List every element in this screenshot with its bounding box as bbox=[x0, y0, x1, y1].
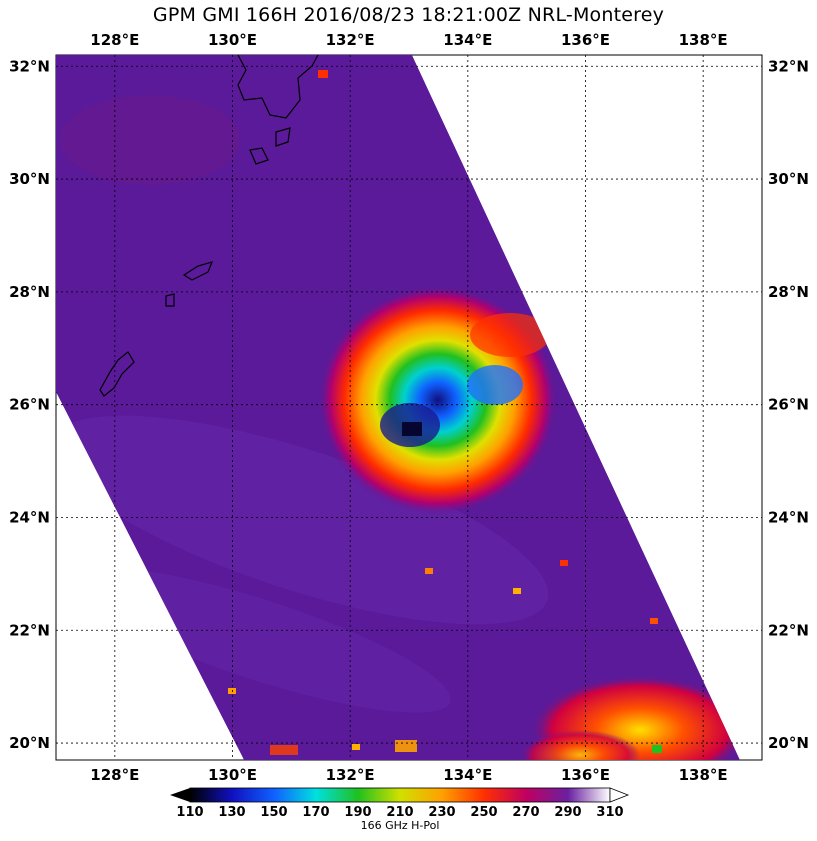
island-amami bbox=[182, 261, 214, 281]
lon-label-bottom: 134°E bbox=[443, 766, 492, 784]
lat-label-right: 24°N bbox=[768, 508, 809, 526]
map-title: GPM GMI 166H 2016/08/23 18:21:00Z NRL-Mo… bbox=[152, 4, 665, 26]
lon-labels-bottom: 128°E 130°E 132°E 134°E 136°E 138°E bbox=[90, 766, 727, 784]
lat-label-right: 22°N bbox=[768, 621, 809, 639]
colorbar-tick-label: 170 bbox=[302, 805, 329, 820]
island-okinawa bbox=[99, 351, 135, 397]
lon-label-top: 132°E bbox=[326, 31, 375, 49]
colorbar-tick-label: 230 bbox=[428, 805, 455, 820]
colorbar-ticks: 110 130 150 170 190 210 230 250 270 290 310 bbox=[176, 805, 623, 820]
colorbar-tick-label: 270 bbox=[512, 805, 539, 820]
lat-label-left: 28°N bbox=[9, 283, 50, 301]
lat-label-left: 30°N bbox=[9, 170, 50, 188]
island-c bbox=[165, 293, 175, 307]
colorbar-tick-label: 290 bbox=[554, 805, 581, 820]
lat-label-right: 28°N bbox=[768, 283, 809, 301]
colorbar-tick-label: 210 bbox=[386, 805, 413, 820]
island-a bbox=[249, 147, 269, 165]
colorbar-tick-label: 110 bbox=[176, 805, 203, 820]
lon-label-top: 136°E bbox=[561, 31, 610, 49]
lat-label-left: 20°N bbox=[9, 734, 50, 752]
colorbar-tick-label: 250 bbox=[470, 805, 497, 820]
colorbar-max-arrow bbox=[609, 787, 630, 803]
lon-label-bottom: 130°E bbox=[208, 766, 257, 784]
lat-labels-right: 32°N 30°N 28°N 26°N 24°N 22°N 20°N bbox=[768, 57, 809, 752]
colorbar-min-arrow bbox=[170, 788, 190, 802]
lon-label-bottom: 132°E bbox=[326, 766, 375, 784]
lon-label-top: 138°E bbox=[679, 31, 728, 49]
colorbar-tick-label: 310 bbox=[596, 805, 623, 820]
lon-label-top: 134°E bbox=[443, 31, 492, 49]
lon-label-top: 130°E bbox=[208, 31, 257, 49]
lon-label-bottom: 128°E bbox=[90, 766, 139, 784]
lon-label-bottom: 138°E bbox=[679, 766, 728, 784]
swath-imagery bbox=[56, 55, 740, 760]
lat-label-left: 22°N bbox=[9, 621, 50, 639]
colorbar-label: 166 GHz H-Pol bbox=[360, 819, 440, 832]
lat-label-left: 24°N bbox=[9, 508, 50, 526]
lon-label-top: 128°E bbox=[90, 31, 139, 49]
colorbar-tick-label: 130 bbox=[218, 805, 245, 820]
lat-labels-left: 32°N 30°N 28°N 26°N 24°N 22°N 20°N bbox=[9, 57, 50, 752]
lat-label-left: 32°N bbox=[9, 57, 50, 75]
lat-label-right: 26°N bbox=[768, 396, 809, 414]
kyushu-coast bbox=[237, 54, 319, 119]
lat-label-left: 26°N bbox=[9, 396, 50, 414]
colorbar-bar bbox=[189, 787, 611, 803]
island-b bbox=[275, 127, 291, 147]
lat-label-right: 30°N bbox=[768, 170, 809, 188]
colorbar: 110 130 150 170 190 210 230 250 270 290 310 bbox=[170, 787, 630, 820]
lon-labels-top: 128°E 130°E 132°E 134°E 136°E 138°E bbox=[90, 31, 727, 49]
lat-label-right: 20°N bbox=[768, 734, 809, 752]
coastlines bbox=[99, 54, 319, 397]
lon-label-bottom: 136°E bbox=[561, 766, 610, 784]
colorbar-tick-label: 150 bbox=[260, 805, 287, 820]
lat-label-right: 32°N bbox=[768, 57, 809, 75]
colorbar-tick-label: 190 bbox=[344, 805, 371, 820]
